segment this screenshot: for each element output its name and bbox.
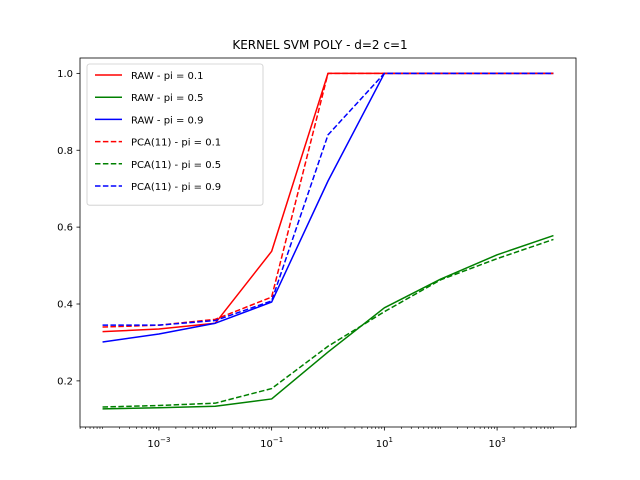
y-tick-label-2: 0.6 xyxy=(57,223,73,234)
x-tick-label-2: 101 xyxy=(376,436,393,450)
axes-layer: 0.2 0.4 0.6 0.8 1.0 10−3 10−1 101 103 xyxy=(57,57,577,450)
y-tick-label-0: 0.2 xyxy=(57,376,73,387)
y-tick-label-4: 1.0 xyxy=(57,69,73,80)
legend: RAW - pi = 0.1 RAW - pi = 0.5 RAW - pi = 0… xyxy=(86,63,264,206)
x-tick-label-3: 103 xyxy=(488,436,505,450)
legend-label-0: RAW - pi = 0.1 xyxy=(131,71,203,82)
chart-title: KERNEL SVM POLY - d=2 c=1 xyxy=(232,38,407,52)
series-line-1 xyxy=(102,234,554,410)
series-line-5 xyxy=(102,72,554,326)
legend-label-4: PCA(11) - pi = 0.5 xyxy=(131,160,221,171)
legend-label-2: RAW - pi = 0.9 xyxy=(131,115,203,126)
series-layer xyxy=(102,72,554,410)
legend-box xyxy=(86,63,264,206)
y-tick-label-1: 0.4 xyxy=(57,300,73,311)
legend-label-5: PCA(11) - pi = 0.9 xyxy=(131,182,221,193)
x-tick-label-0: 10−3 xyxy=(147,436,170,450)
legend-label-3: PCA(11) - pi = 0.1 xyxy=(131,138,221,149)
series-line-4 xyxy=(102,238,554,408)
y-tick-label-3: 0.8 xyxy=(57,146,73,157)
legend-label-1: RAW - pi = 0.5 xyxy=(131,93,203,104)
x-tick-label-1: 10−1 xyxy=(260,436,283,450)
